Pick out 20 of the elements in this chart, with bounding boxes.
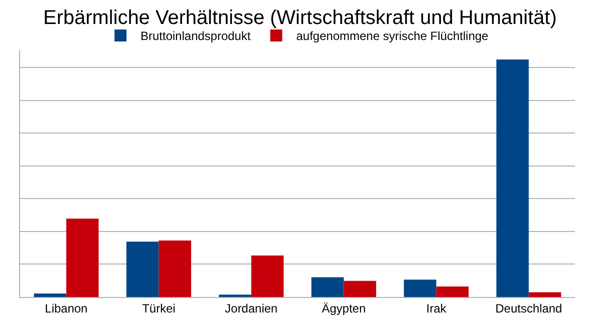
chart-title: Erbärmliche Verhältnisse (Wirtschaftskraft und Humanität): [43, 6, 557, 29]
x-tick-label: Türkei: [142, 301, 176, 316]
bar: [34, 293, 66, 297]
x-tick-label: Jordanien: [224, 301, 278, 316]
bar: [404, 280, 436, 297]
bar: [251, 255, 284, 297]
x-tick-label: Libanon: [44, 301, 88, 316]
legend-label: aufgenommene syrische Flüchtlinge: [296, 29, 489, 44]
bar: [311, 277, 344, 297]
bar: [126, 242, 159, 297]
bar: [528, 292, 562, 297]
bar: [344, 280, 376, 297]
x-tick-label: Deutschland: [495, 301, 562, 316]
bar: [66, 218, 99, 297]
legend-label: Bruttoinlandsprodukt: [140, 29, 252, 44]
bar: [496, 60, 529, 297]
bar: [436, 286, 469, 297]
bar: [158, 240, 192, 297]
x-tick-label: Irak: [426, 301, 448, 316]
x-tick-label: Ägypten: [322, 301, 366, 316]
